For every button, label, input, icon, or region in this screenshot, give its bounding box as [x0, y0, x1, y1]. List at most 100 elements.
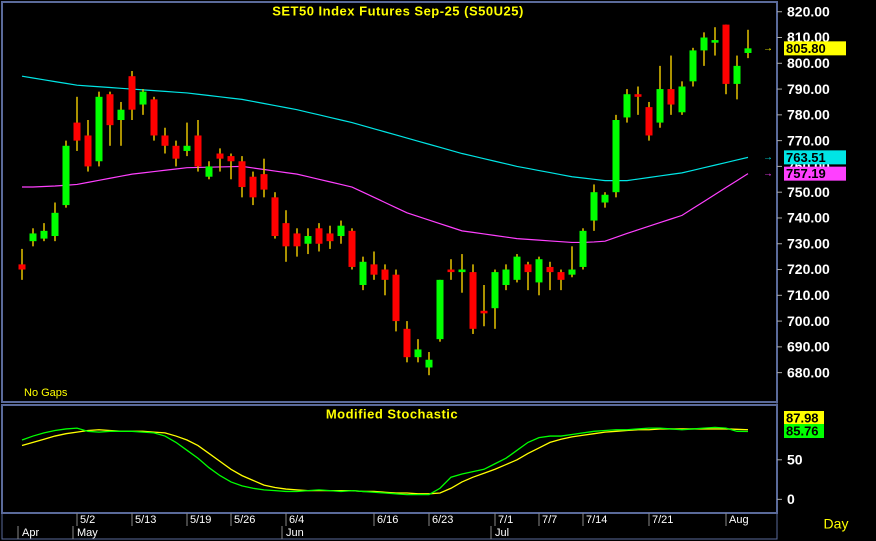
x-tick-label: 7/21 — [652, 514, 673, 526]
candle-body — [733, 65, 741, 84]
candle-body — [370, 264, 378, 275]
candle-body — [381, 269, 389, 280]
candle-body — [634, 94, 642, 97]
tag-label: 85.76 — [786, 423, 819, 438]
month-label: Apr — [22, 527, 39, 539]
y-tick-label: 800.00 — [787, 55, 830, 71]
candle-body — [491, 272, 499, 309]
x-tick-label: 5/2 — [80, 514, 95, 526]
candle-body — [722, 24, 730, 84]
candle-body — [117, 109, 125, 121]
candle-body — [304, 236, 312, 244]
candle-body — [469, 272, 477, 329]
candle-body — [183, 145, 191, 151]
x-axis-label: Day — [824, 516, 849, 532]
x-tick-label: 7/1 — [498, 514, 513, 526]
candle-body — [392, 274, 400, 322]
line — [21, 426, 749, 496]
x-tick-label: 6/16 — [377, 514, 398, 526]
candle-body — [172, 145, 180, 159]
y-tick-label: 710.00 — [787, 287, 830, 303]
candle-body — [29, 233, 37, 242]
candle-body — [568, 269, 576, 275]
candle-body — [700, 37, 708, 51]
candle-body — [128, 76, 136, 110]
candle-body — [480, 310, 488, 314]
candle-body — [205, 166, 213, 177]
candle-body — [40, 230, 48, 239]
x-tick-label: 6/23 — [432, 514, 453, 526]
tag-label: 805.80 — [786, 41, 826, 56]
tag-arrow: → — [763, 43, 773, 54]
y-tick-label: 690.00 — [787, 339, 830, 355]
candle-body — [315, 228, 323, 244]
candle-body — [656, 89, 664, 123]
candle-body — [238, 161, 246, 188]
x-tick-label: 7/7 — [542, 514, 557, 526]
tag-label: 87.98 — [786, 410, 819, 425]
candle-body — [645, 107, 653, 136]
y-tick-label: 680.00 — [787, 364, 830, 380]
tag-arrow: → — [763, 168, 773, 179]
candle-body — [282, 223, 290, 247]
y-tick-label: 720.00 — [787, 261, 830, 277]
x-tick-label: 5/26 — [234, 514, 255, 526]
candle-body — [612, 120, 620, 193]
y-tick-label: 810.00 — [787, 29, 830, 45]
candle-body — [601, 194, 609, 203]
candle-body — [271, 197, 279, 237]
y-tick-label: 790.00 — [787, 81, 830, 97]
tag-box — [784, 150, 846, 165]
candle-body — [546, 266, 554, 273]
candle-body — [51, 212, 59, 237]
candle-body — [579, 230, 587, 267]
candle-body — [150, 99, 158, 136]
y-tick-label: 750.00 — [787, 184, 830, 200]
x-tick-label: 7/14 — [586, 514, 607, 526]
candle-body — [414, 349, 422, 358]
candle-body — [106, 94, 114, 126]
candle-body — [293, 233, 301, 247]
y-tick-label: 740.00 — [787, 210, 830, 226]
candle-body — [73, 122, 81, 141]
tag-box — [784, 166, 846, 181]
annotation: No Gaps — [24, 387, 68, 399]
candle-body — [425, 359, 433, 368]
y-tick-label: 730.00 — [787, 235, 830, 251]
candle-body — [95, 96, 103, 162]
y-tick-label: 820.00 — [787, 3, 830, 19]
y-tick-label: 700.00 — [787, 313, 830, 329]
moving-average — [22, 165, 749, 244]
y-tick-label: 50 — [787, 451, 803, 467]
tag-box — [784, 41, 846, 56]
candle-body — [326, 233, 334, 242]
x-tick-label: 6/4 — [289, 514, 304, 526]
y-tick-label: 770.00 — [787, 132, 830, 148]
tag-box — [784, 411, 824, 425]
candle-body — [711, 40, 719, 43]
y-tick-label: 780.00 — [787, 107, 830, 123]
x-tick-label: Aug — [729, 514, 749, 526]
candle-body — [18, 264, 26, 270]
candle-body — [216, 153, 224, 159]
candle-body — [623, 94, 631, 118]
tag-box — [784, 424, 824, 438]
candle-body — [667, 89, 675, 105]
candle-body — [502, 269, 510, 285]
candle-body — [84, 135, 92, 167]
candle-body — [744, 48, 752, 53]
tag-label: 763.51 — [786, 150, 826, 165]
candle-body — [535, 259, 543, 283]
candle-body — [590, 192, 598, 221]
month-label: Jun — [286, 527, 304, 539]
candle-body — [227, 156, 235, 162]
month-label: May — [77, 527, 98, 539]
candle-body — [260, 174, 268, 190]
month-label: Jul — [495, 527, 509, 539]
candle-body — [249, 176, 257, 198]
x-tick-label: 5/13 — [135, 514, 156, 526]
candle-body — [337, 225, 345, 237]
tag-arrow: → — [763, 152, 773, 163]
candle-body — [557, 272, 565, 280]
